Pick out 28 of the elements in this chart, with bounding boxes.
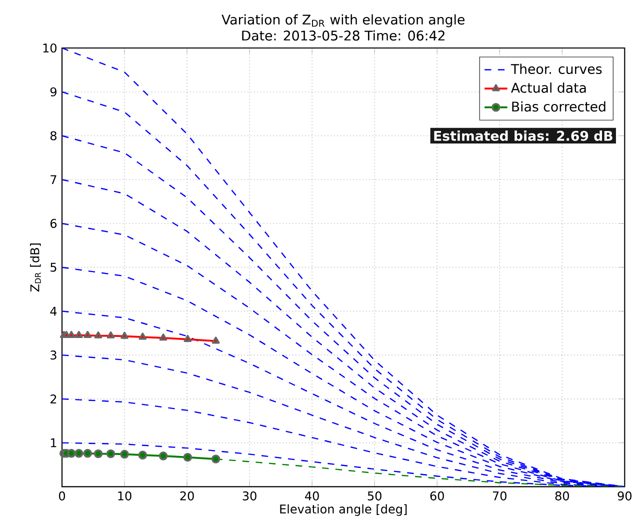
y-tick-label: 4 — [50, 306, 57, 316]
legend-label: Theor. curves — [510, 64, 602, 74]
x-tick-label: 90 — [618, 491, 632, 500]
legend-label: Bias corrected — [512, 101, 606, 112]
y-tick-label: 2 — [50, 394, 56, 404]
y-tick-label: 6 — [50, 218, 57, 228]
x-tick-label: 50 — [368, 491, 382, 500]
x-tick-label: 30 — [242, 491, 256, 500]
y-tick-label: 3 — [50, 350, 56, 360]
y-tick-label: 7 — [50, 175, 56, 184]
y-tick-label: 8 — [50, 131, 56, 140]
chart-subtitle: Date: 2013-05-28 Time: 06:42 — [242, 30, 444, 41]
x-tick-label: 10 — [118, 491, 132, 500]
x-tick-label: 0 — [58, 491, 66, 500]
y-tick-label: 1 — [50, 438, 56, 448]
annotation: Estimated bias: 2.69 dB — [434, 130, 612, 141]
y-axis-title: Z$_{DR}$ [dB] — [30, 244, 41, 292]
x-tick-label: 40 — [305, 491, 319, 500]
x-tick-label: 70 — [492, 491, 506, 500]
y-tick-label: 5 — [50, 262, 56, 272]
x-axis-title: Elevation angle [deg] — [280, 504, 407, 516]
chart-title: Variation of Z$_{DR}$ with elevation angle — [222, 14, 464, 28]
x-tick-label: 80 — [555, 491, 569, 500]
x-tick-label: 20 — [180, 491, 194, 500]
y-tick-label: 9 — [50, 87, 56, 96]
y-tick-label: 10 — [43, 43, 56, 53]
legend-label: Actual data — [511, 82, 586, 93]
x-tick-label: 60 — [430, 491, 444, 500]
